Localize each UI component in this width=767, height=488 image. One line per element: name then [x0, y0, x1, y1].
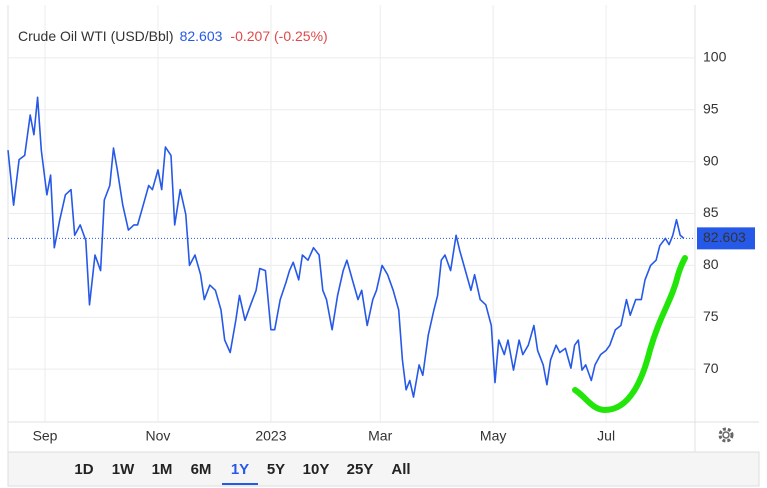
range-button[interactable]: All [391, 461, 410, 478]
last-price-tag [697, 227, 755, 250]
range-button[interactable]: 5Y [267, 461, 285, 478]
range-button[interactable]: 1Y [231, 461, 249, 478]
y-tick-label: 90 [703, 152, 719, 168]
range-button[interactable]: 1D [74, 461, 93, 478]
range-button[interactable]: 1W [112, 461, 135, 478]
range-buttons: 1D 1W 1M 6M 1Y 5Y 10Y 25Y All [74, 461, 411, 485]
x-tick-label: Sep [33, 428, 58, 444]
gear-teeth [718, 427, 734, 443]
y-tick-label: 70 [703, 360, 719, 376]
y-tick-label: 100 [703, 49, 727, 65]
x-tick-label: Jul [597, 428, 615, 444]
range-button[interactable]: 1M [152, 461, 173, 478]
gear-hub [722, 431, 730, 439]
range-bar [7, 451, 760, 487]
y-tick-label: 75 [703, 308, 719, 324]
last-price-label: 82.603 [703, 229, 746, 245]
settings-icon[interactable] [718, 427, 734, 443]
annotation-curve [572, 255, 688, 414]
chart-title: Crude Oil WTI (USD/Bbl) 82.603 -0.207 (-0.… [18, 28, 328, 44]
x-tick-label: 2023 [255, 428, 286, 444]
y-tick-label: 95 [703, 100, 719, 116]
range-button[interactable]: 6M [191, 461, 212, 478]
price: 82.603 [180, 28, 223, 44]
change: -0.207 (-0.25%) [230, 28, 327, 44]
y-tick-label: 80 [703, 256, 719, 272]
y-tick-label: 85 [703, 204, 719, 220]
range-button[interactable]: 10Y [303, 461, 330, 478]
x-tick-label: Mar [368, 428, 392, 444]
x-tick-label: May [480, 428, 506, 444]
plot: 82.603 [7, 96, 755, 398]
x-tick-label: Nov [146, 428, 171, 444]
price-line [7, 96, 685, 398]
grid: 70 75 80 85 90 95 100 Sep Nov 2023 Mar May Jul [8, 5, 727, 444]
title: Crude Oil WTI (USD/Bbl) [18, 28, 174, 44]
range-button[interactable]: 25Y [347, 461, 374, 478]
